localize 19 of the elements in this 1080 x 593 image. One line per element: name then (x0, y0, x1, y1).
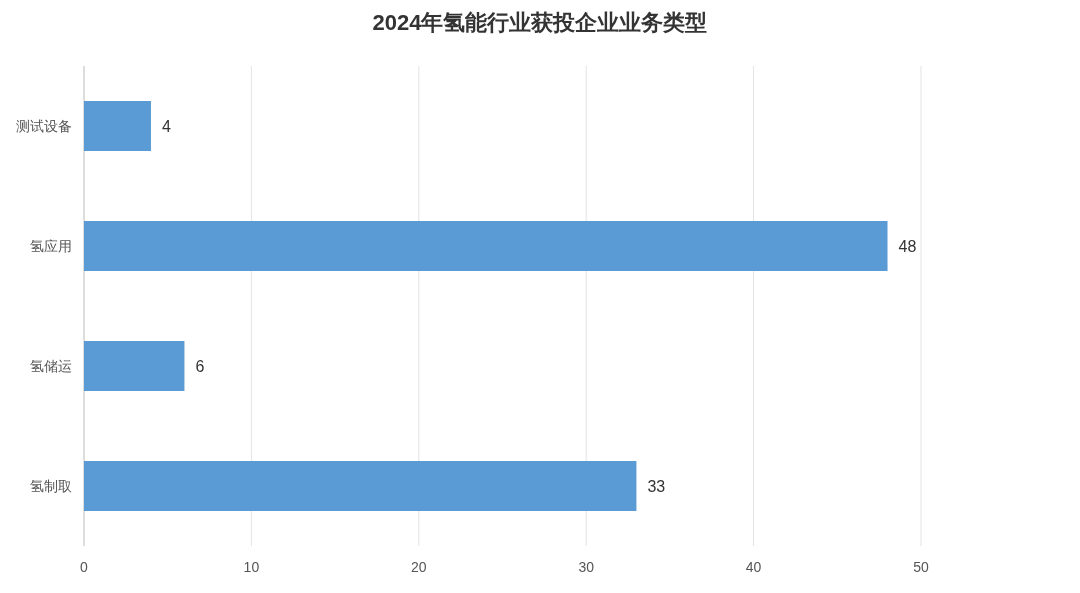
x-tick-label: 0 (80, 559, 89, 575)
y-tick-label: 氢储运 (30, 358, 72, 374)
x-tick-label: 40 (745, 559, 762, 575)
y-tick-label: 测试设备 (16, 118, 72, 134)
bar (84, 341, 185, 391)
bar (84, 101, 151, 151)
y-tick-label: 氢应用 (30, 238, 72, 254)
bar (84, 461, 637, 511)
data-label: 4 (161, 118, 171, 135)
bar (84, 221, 888, 271)
x-tick-label: 10 (243, 559, 260, 575)
data-label: 48 (898, 238, 917, 255)
data-label: 6 (195, 358, 205, 375)
x-tick-label: 50 (913, 559, 929, 575)
title: 2024年氢能行业获投企业业务类型 (372, 10, 708, 35)
x-tick-label: 30 (578, 559, 595, 575)
y-tick-label: 氢制取 (30, 478, 72, 494)
data-label: 33 (647, 478, 666, 495)
x-tick-label: 20 (411, 559, 427, 575)
